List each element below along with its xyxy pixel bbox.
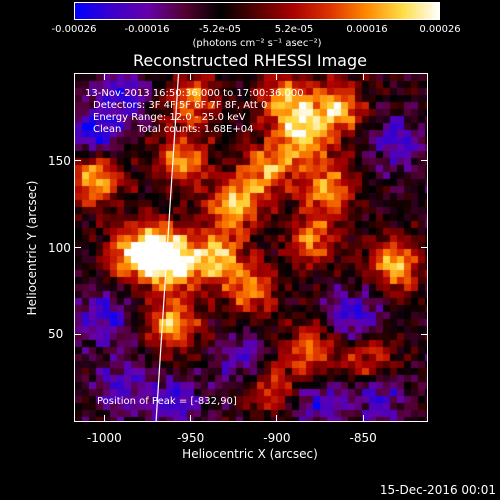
y-tick-mark	[75, 247, 81, 248]
footer-date: 15-Dec-2016 00:01	[379, 483, 496, 497]
x-tick-label: -950	[176, 431, 205, 445]
x-axis-label: Heliocentric X (arcsec)	[182, 447, 318, 461]
y-axis-label: Heliocentric Y (arcsec)	[25, 180, 39, 316]
colorbar-gradient	[75, 3, 439, 19]
x-tick-mark	[103, 74, 105, 80]
y-tick-mark	[75, 160, 81, 162]
colorbar-tick-label: 0.00026	[419, 24, 461, 35]
colorbar-tick-label: -5.2e-05	[199, 24, 241, 35]
annotation-peak: Position of Peak = [-832,90]	[97, 396, 237, 407]
plot-area: 13-Nov-2013 16:50:36.000 to 17:00:36.000…	[74, 73, 428, 422]
annotation-detectors: Detectors: 3F 4F 5F 6F 7F 8F, Att 0	[93, 100, 268, 111]
colorbar-tick-label: 5.2e-05	[274, 24, 314, 35]
colorbar	[74, 2, 440, 20]
x-tick-mark	[190, 74, 192, 80]
x-tick-mark	[276, 74, 278, 80]
annotation-time: 13-Nov-2013 16:50:36.000 to 17:00:36.000	[85, 88, 304, 99]
x-tick-mark	[276, 415, 278, 421]
x-tick-mark	[362, 74, 364, 80]
colorbar-units: (photons cm⁻² s⁻¹ asec⁻²)	[192, 38, 322, 49]
y-tick-mark	[421, 333, 427, 335]
chart-title: Reconstructed RHESSI Image	[133, 51, 367, 70]
y-tick-mark	[421, 160, 427, 162]
colorbar-tick-label: -0.00016	[124, 24, 170, 35]
annotation-energy: Energy Range: 12.0 - 25.0 keV	[93, 112, 246, 123]
y-tick-label: 150	[48, 153, 71, 168]
colorbar-tick-label: -0.00026	[51, 24, 97, 35]
plot-overlay	[155, 74, 180, 421]
x-tick-mark	[190, 415, 192, 421]
heatmap-image	[75, 74, 427, 421]
y-tick-label: 50	[48, 327, 64, 342]
x-tick-label: -900	[263, 431, 291, 445]
colorbar-tick-label: 0.00016	[346, 24, 388, 35]
x-tick-label: -850	[349, 431, 377, 445]
x-tick-mark	[103, 415, 105, 421]
y-tick-mark	[421, 247, 427, 248]
y-tick-mark	[75, 333, 81, 335]
x-tick-label: -1000	[86, 431, 122, 445]
y-tick-label: 100	[48, 240, 71, 255]
x-tick-mark	[362, 415, 364, 421]
annotation-method: Clean Total counts: 1.68E+04	[93, 124, 254, 135]
solar-limb-line	[155, 74, 180, 421]
